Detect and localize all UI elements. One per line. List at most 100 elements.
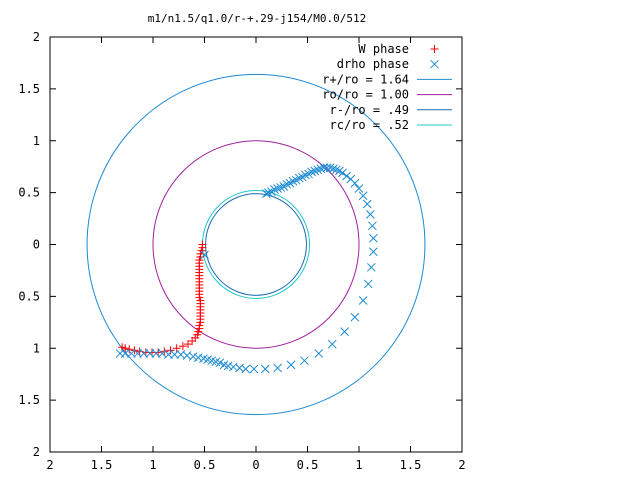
point-1-63-d2 (170, 350, 179, 359)
point-1-34 (368, 221, 377, 231)
y-tick-label-5: 0.5 (18, 289, 40, 303)
point-1-54-d2 (215, 358, 225, 368)
point-1-16 (307, 167, 316, 177)
point-1-1-d2 (261, 189, 271, 199)
point-1-0 (200, 250, 209, 260)
point-1-44 (300, 356, 309, 366)
point-1-23 (328, 164, 338, 174)
y-tick-label-2: 1 (33, 134, 40, 148)
point-1-42-d2 (327, 339, 337, 349)
point-1-72-d2 (115, 349, 125, 358)
point-1-36 (369, 247, 378, 257)
point-1-62-d2 (176, 350, 186, 359)
point-1-32-d2 (362, 199, 372, 209)
point-1-19-d2 (316, 164, 326, 174)
point-0-31 (188, 336, 197, 345)
point-1-31-d2 (358, 191, 368, 201)
point-1-37-d2 (367, 262, 376, 272)
legend-key-series-1 (430, 59, 439, 69)
x-tick-label-8: 2 (458, 458, 465, 472)
point-1-43-d2 (314, 349, 324, 358)
point-1-36-d2 (369, 247, 378, 257)
point-1-41 (340, 327, 349, 337)
point-1-22 (325, 163, 335, 173)
y-tick-label-6: 1 (33, 341, 40, 355)
point-1-65-d2 (157, 349, 167, 358)
point-1-53-d2 (219, 360, 229, 370)
point-1-35 (369, 233, 378, 243)
point-1-69 (133, 349, 142, 358)
point-1-18-d2 (313, 165, 323, 175)
legend-key-series-1-d2 (430, 59, 439, 69)
point-1-68-d2 (139, 349, 149, 358)
point-1-38-d2 (363, 279, 373, 289)
point-1-8-d2 (282, 179, 292, 189)
point-1-67-d2 (145, 349, 155, 358)
point-1-53 (219, 360, 229, 370)
point-1-17 (310, 166, 320, 176)
x-tick-label-4: 0 (252, 458, 259, 472)
legend-label-series-0: W phase (358, 42, 409, 56)
point-1-25-d2 (335, 166, 344, 176)
point-1-6 (276, 183, 286, 192)
point-1-6-d2 (276, 183, 286, 192)
point-1-24 (331, 165, 341, 175)
y-tick-label-1: 1.5 (18, 82, 40, 96)
point-1-2 (264, 188, 273, 197)
point-1-10-d2 (288, 176, 298, 186)
y-tick-label-4: 0 (33, 238, 40, 252)
point-1-46 (273, 363, 282, 373)
point-1-26-d2 (338, 168, 347, 178)
x-tick-label-3: 0.5 (194, 458, 216, 472)
point-1-66-d2 (151, 349, 161, 358)
point-1-22-d2 (325, 163, 335, 173)
point-1-66 (151, 349, 161, 358)
point-1-39-d2 (358, 296, 368, 305)
point-1-33 (365, 210, 375, 219)
point-1-63 (170, 350, 179, 359)
point-1-16-d2 (307, 167, 316, 177)
point-1-30 (354, 184, 364, 193)
point-1-4 (270, 185, 279, 194)
point-1-47 (260, 364, 270, 374)
point-1-17-d2 (310, 166, 320, 176)
point-1-51 (228, 362, 238, 372)
point-1-29-d2 (350, 178, 360, 188)
point-1-42 (327, 339, 337, 349)
point-1-51-d2 (228, 362, 238, 372)
point-1-58 (199, 354, 208, 363)
point-1-70-d2 (127, 349, 136, 358)
point-1-44-d2 (300, 356, 309, 366)
point-1-57-d2 (203, 355, 212, 365)
y-tick-label-0: 2 (33, 30, 40, 44)
point-1-39 (358, 296, 368, 305)
point-1-40 (350, 312, 360, 322)
point-1-29 (350, 178, 360, 188)
point-1-2-d2 (264, 188, 273, 197)
point-1-40-d2 (350, 312, 360, 322)
point-1-59 (193, 353, 203, 362)
point-1-10 (288, 176, 298, 186)
point-1-32 (362, 199, 372, 209)
point-0-33 (178, 342, 187, 351)
point-1-56-d2 (207, 356, 217, 366)
y-tick-label-3: 0.5 (18, 186, 40, 200)
point-1-48-d2 (249, 364, 259, 374)
point-1-48 (249, 364, 259, 374)
point-1-8 (282, 179, 292, 189)
y-tick-label-7: 1.5 (18, 393, 40, 407)
point-1-20 (319, 163, 329, 173)
point-1-23-d2 (328, 164, 338, 174)
point-0-32 (184, 340, 193, 349)
point-1-20-d2 (319, 163, 329, 173)
point-1-67 (145, 349, 155, 358)
point-1-34-d2 (368, 221, 377, 231)
point-1-55-d2 (211, 357, 221, 367)
legend-label-series-1: drho phase (337, 57, 409, 71)
point-1-59-d2 (193, 353, 203, 362)
chart-title: m1/n1.5/q1.0/r-+.29-j154/M0.0/512 (148, 12, 367, 25)
point-1-14 (301, 170, 310, 180)
point-1-5-d2 (273, 184, 282, 193)
point-1-43 (314, 349, 324, 358)
